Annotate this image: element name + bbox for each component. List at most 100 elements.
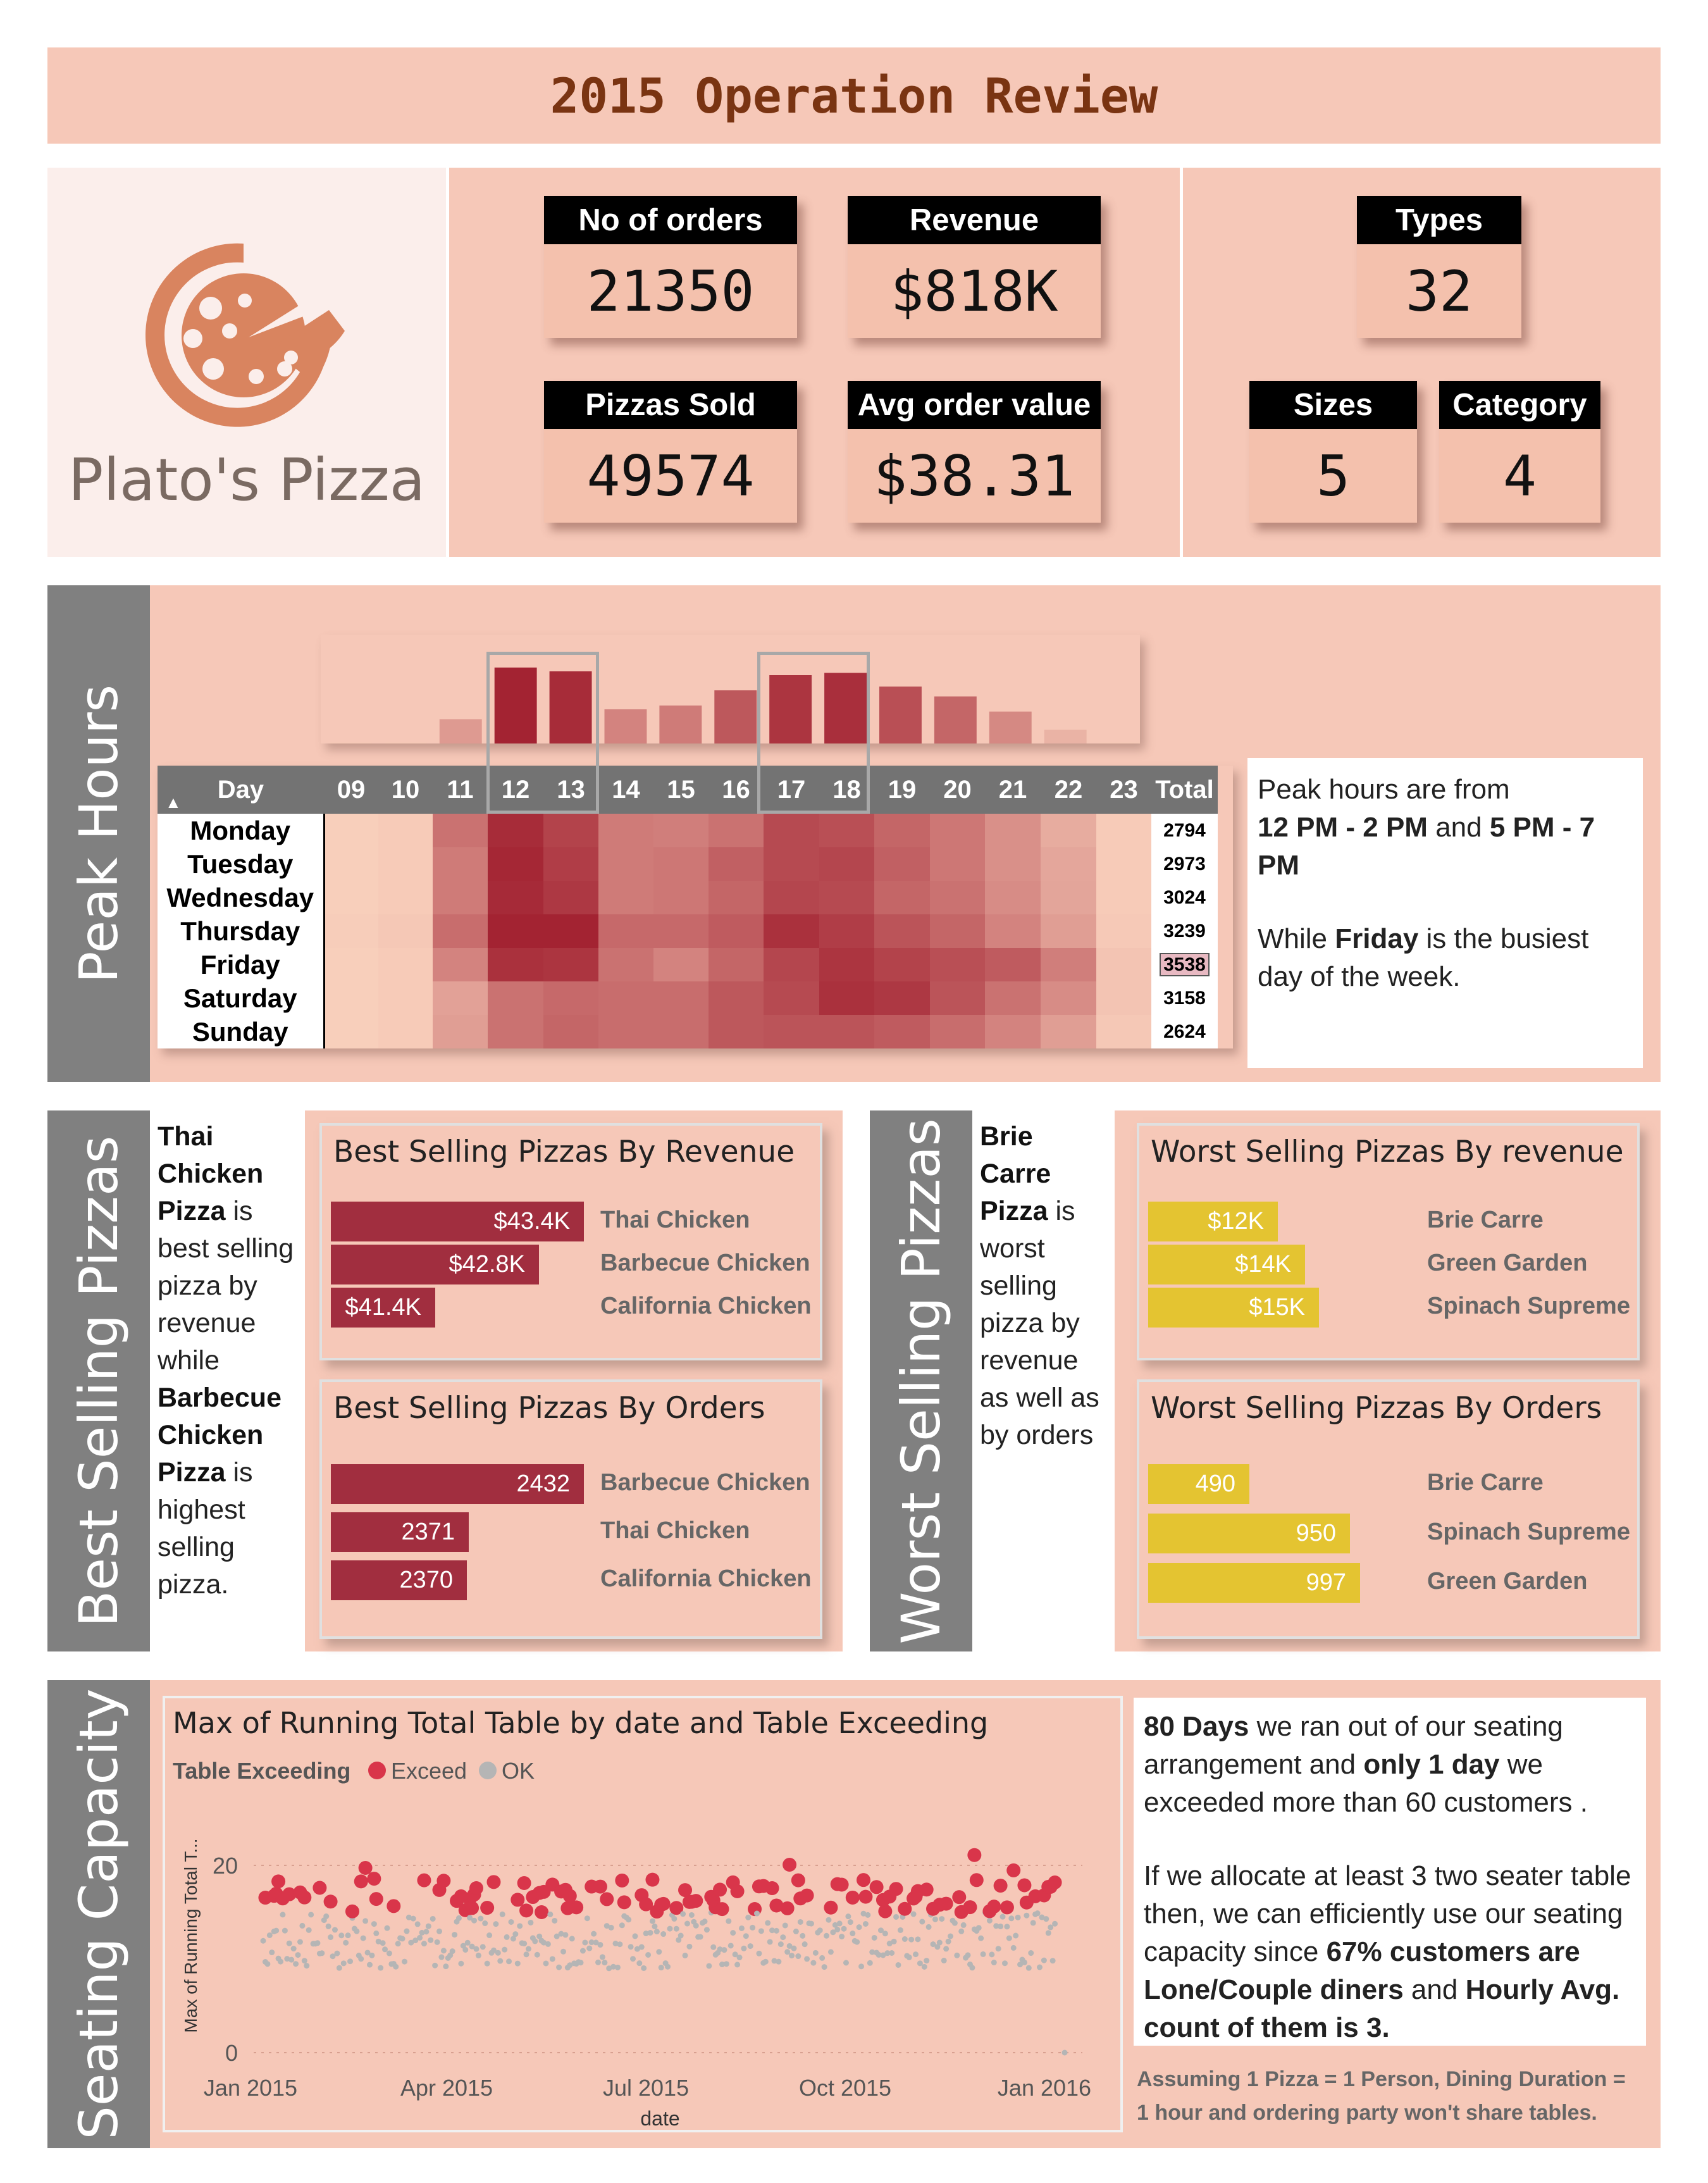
exceed-point[interactable]: [669, 1901, 684, 1915]
heat-cell[interactable]: [764, 981, 819, 1015]
heat-cell[interactable]: [930, 948, 985, 981]
heat-cell[interactable]: [874, 914, 930, 948]
heat-cell[interactable]: [764, 1015, 819, 1048]
exceed-point[interactable]: [963, 1900, 977, 1915]
heat-cell[interactable]: [378, 948, 433, 981]
heat-cell[interactable]: [324, 914, 378, 948]
exceed-point[interactable]: [834, 1877, 849, 1892]
heat-cell[interactable]: [874, 881, 930, 914]
heat-cell[interactable]: [985, 1015, 1041, 1048]
bar-california-chicken[interactable]: 2370: [331, 1560, 467, 1600]
exceed-point[interactable]: [345, 1904, 359, 1919]
heat-cell[interactable]: [874, 948, 930, 981]
exceed-point[interactable]: [919, 1882, 934, 1897]
heat-cell[interactable]: [488, 881, 543, 914]
heat-cell[interactable]: [1096, 1015, 1151, 1048]
bar-green-garden[interactable]: $14K: [1148, 1245, 1305, 1284]
exceed-point[interactable]: [369, 1892, 383, 1906]
exceed-point[interactable]: [969, 1873, 984, 1888]
heat-cell[interactable]: [324, 814, 378, 847]
heat-cell[interactable]: [378, 881, 433, 914]
hour-bar-10[interactable]: [384, 742, 427, 743]
exceed-point[interactable]: [878, 1904, 893, 1919]
heat-cell[interactable]: [1041, 1015, 1096, 1048]
heat-cell[interactable]: [930, 847, 985, 881]
heat-cell[interactable]: [598, 814, 653, 847]
heat-cell[interactable]: [543, 814, 598, 847]
heat-cell[interactable]: [819, 914, 874, 948]
exceed-point[interactable]: [689, 1894, 703, 1908]
heat-cell[interactable]: [598, 948, 653, 981]
exceed-point[interactable]: [858, 1889, 873, 1904]
exceed-point[interactable]: [730, 1884, 745, 1899]
hour-bar-14[interactable]: [604, 709, 647, 743]
exceed-point[interactable]: [800, 1888, 814, 1903]
exceed-point[interactable]: [465, 1901, 480, 1915]
heat-cell[interactable]: [653, 881, 709, 914]
heat-cell[interactable]: [709, 814, 764, 847]
exceed-point[interactable]: [656, 1896, 671, 1911]
heat-cell[interactable]: [764, 948, 819, 981]
hour-bar-13[interactable]: [549, 671, 592, 743]
heat-cell[interactable]: [598, 981, 653, 1015]
bar-barbecue-chicken[interactable]: 2432: [331, 1464, 584, 1504]
heat-cell[interactable]: [930, 1015, 985, 1048]
heat-cell[interactable]: [543, 914, 598, 948]
heat-cell[interactable]: [874, 847, 930, 881]
hour-bar-09[interactable]: [330, 742, 372, 743]
heat-cell[interactable]: [653, 914, 709, 948]
exceed-point[interactable]: [783, 1857, 797, 1872]
heat-cell[interactable]: [378, 847, 433, 881]
heat-cell[interactable]: [819, 814, 874, 847]
heat-cell[interactable]: [709, 881, 764, 914]
heat-cell[interactable]: [1041, 847, 1096, 881]
exceed-point[interactable]: [417, 1873, 431, 1888]
exceed-point[interactable]: [939, 1896, 953, 1911]
heat-cell[interactable]: [598, 847, 653, 881]
heat-cell[interactable]: [488, 914, 543, 948]
exceed-point[interactable]: [856, 1873, 870, 1888]
hour-bar-15[interactable]: [659, 706, 702, 743]
hour-bar-16[interactable]: [714, 690, 757, 743]
exceed-point[interactable]: [323, 1894, 338, 1909]
heat-cell[interactable]: [764, 881, 819, 914]
bar-california-chicken[interactable]: $41.4K: [331, 1288, 435, 1328]
exceed-point[interactable]: [469, 1881, 483, 1896]
heat-cell[interactable]: [985, 881, 1041, 914]
exceed-point[interactable]: [600, 1892, 614, 1906]
bar-green-garden[interactable]: 997: [1148, 1563, 1360, 1603]
heat-cell[interactable]: [653, 981, 709, 1015]
heat-cell[interactable]: [598, 881, 653, 914]
heat-cell[interactable]: [985, 948, 1041, 981]
heat-cell[interactable]: [709, 1015, 764, 1048]
heat-cell[interactable]: [543, 847, 598, 881]
exceed-point[interactable]: [1006, 1863, 1021, 1877]
heat-cell[interactable]: [378, 814, 433, 847]
exceed-point[interactable]: [562, 1889, 577, 1903]
exceed-point[interactable]: [593, 1879, 607, 1894]
hour-bar-18[interactable]: [824, 673, 867, 743]
bar-barbecue-chicken[interactable]: $42.8K: [331, 1245, 539, 1284]
exceed-point[interactable]: [313, 1881, 327, 1895]
exceed-point[interactable]: [765, 1881, 779, 1896]
exceed-point[interactable]: [367, 1872, 381, 1886]
heat-cell[interactable]: [324, 948, 378, 981]
hour-bar-22[interactable]: [1044, 730, 1087, 743]
exceed-point[interactable]: [769, 1898, 784, 1913]
hour-bar-20[interactable]: [934, 696, 977, 743]
legend-marker-exceed[interactable]: [368, 1762, 386, 1779]
exceed-point[interactable]: [354, 1874, 368, 1889]
exceed-point[interactable]: [993, 1879, 1008, 1893]
heat-cell[interactable]: [378, 1015, 433, 1048]
exceed-point[interactable]: [617, 1895, 631, 1910]
hour-bar-17[interactable]: [769, 675, 812, 743]
heat-cell[interactable]: [488, 1015, 543, 1048]
exceed-point[interactable]: [952, 1890, 967, 1905]
heat-cell[interactable]: [930, 914, 985, 948]
exceed-point[interactable]: [282, 1887, 297, 1901]
exceed-point[interactable]: [436, 1874, 451, 1888]
heat-cell[interactable]: [433, 948, 488, 981]
exceed-point[interactable]: [715, 1902, 729, 1917]
heat-cell[interactable]: [1096, 814, 1151, 847]
heat-cell[interactable]: [1041, 814, 1096, 847]
